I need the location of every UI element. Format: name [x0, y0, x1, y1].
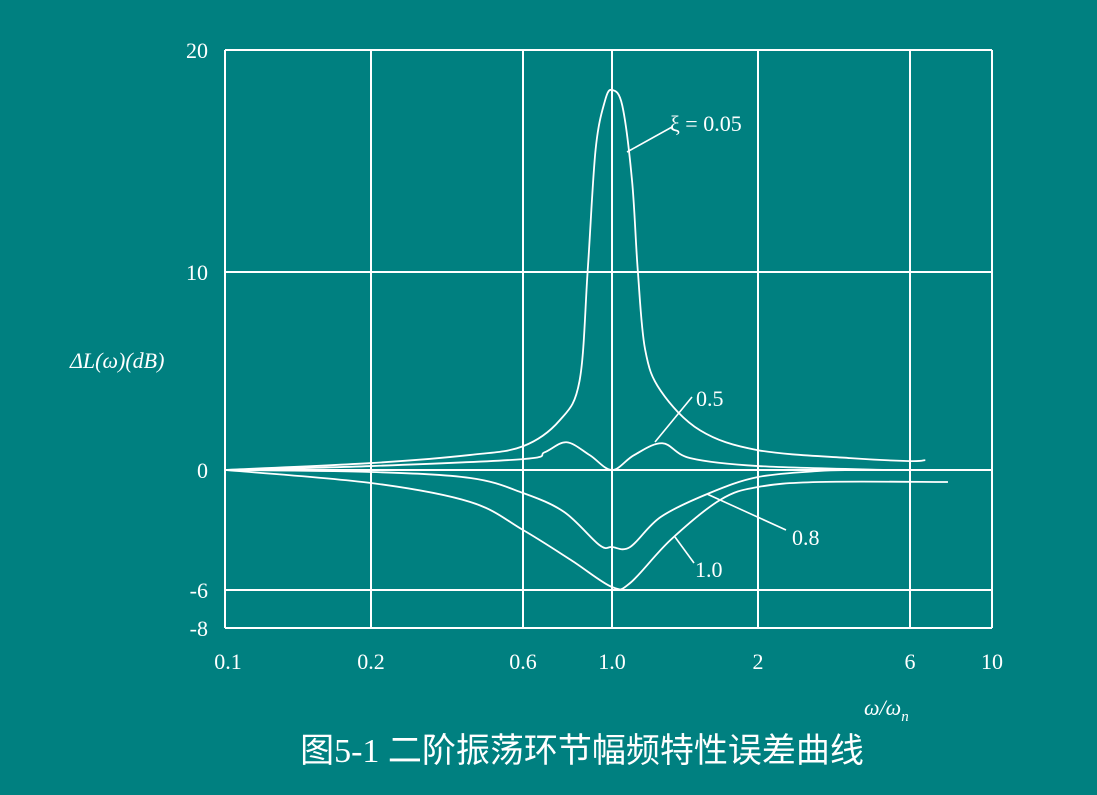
y-tick-label: 20	[186, 38, 208, 63]
y-tick-label: 10	[186, 260, 208, 285]
y-tick-label: -6	[190, 578, 208, 603]
grid	[224, 49, 993, 629]
leader-line	[706, 493, 787, 531]
leader-line	[654, 396, 693, 443]
x-tick-label: 6	[905, 649, 916, 674]
x-axis-label: ω/ωn	[864, 695, 909, 725]
leader-line	[626, 126, 673, 153]
x-tick-label: 10	[981, 649, 1003, 674]
series-label: 0.5	[696, 386, 724, 411]
x-axis-label-main: ω/ω	[864, 695, 901, 720]
leaders: ξ = 0.05 0.5 0.8 1.0	[626, 111, 820, 582]
x-axis-label-sub: n	[901, 709, 909, 725]
x-tick-label: 2	[753, 649, 764, 674]
tick-labels: 0.1 0.2 0.6 1.0 2 6 10 20 10 0 -6 -8	[186, 38, 1003, 674]
series-line-1	[224, 441, 891, 471]
x-tick-label: 1.0	[598, 649, 626, 674]
y-axis-label: ΔL(ω)(dB)	[69, 348, 164, 373]
leader-line	[674, 536, 695, 564]
series-label: ξ = 0.05	[670, 111, 742, 136]
curves	[224, 88, 948, 591]
series-line-2	[224, 469, 851, 551]
series-label: 0.8	[792, 525, 820, 550]
x-tick-label: 0.2	[357, 649, 385, 674]
series-label: 1.0	[695, 557, 723, 582]
figure-caption: 图5-1 二阶振荡环节幅频特性误差曲线	[300, 732, 864, 770]
series-line-0	[224, 88, 926, 471]
x-tick-label: 0.1	[214, 649, 242, 674]
y-tick-label: -8	[190, 616, 208, 641]
y-tick-label: 0	[197, 458, 208, 483]
series-line-3	[224, 469, 948, 591]
x-tick-label: 0.6	[509, 649, 537, 674]
